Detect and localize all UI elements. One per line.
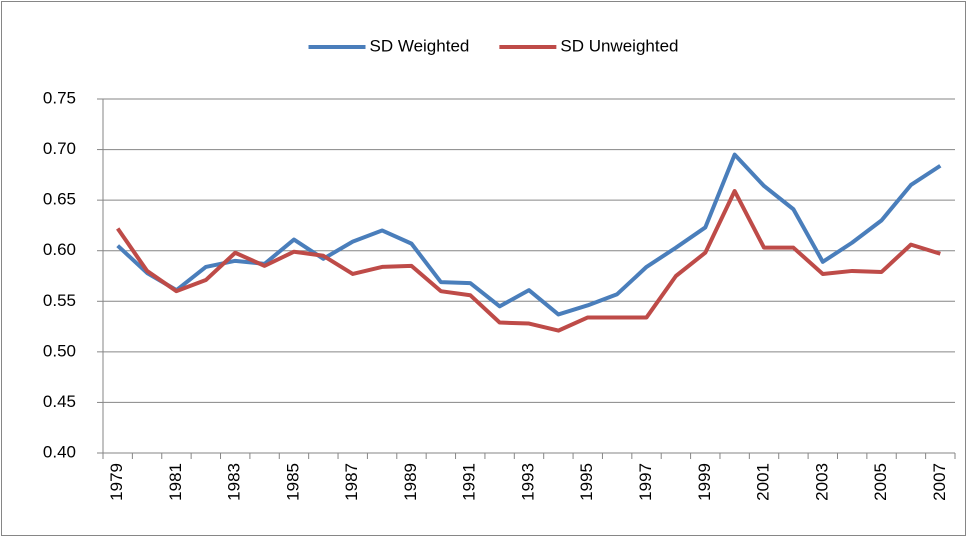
x-tick-label: 1985 [283, 463, 302, 501]
x-tick-label: 1981 [166, 463, 185, 501]
x-tick-label: 1987 [342, 463, 361, 501]
y-tick-label: 0.45 [43, 392, 76, 411]
x-tick-label: 1991 [460, 463, 479, 501]
y-tick-label: 0.65 [43, 190, 76, 209]
x-tick-label: 1995 [577, 463, 596, 501]
x-tick-label: 2003 [812, 463, 831, 501]
x-tick-label: 1983 [225, 463, 244, 501]
x-tick-label: 1997 [636, 463, 655, 501]
x-tick-label: 2001 [754, 463, 773, 501]
x-tick-label: 1999 [695, 463, 714, 501]
series-line [116, 189, 941, 333]
y-tick-label: 0.55 [43, 291, 76, 310]
y-tick-label: 0.40 [43, 442, 76, 461]
legend-label: SD Weighted [370, 36, 470, 55]
x-tick-label: 1979 [107, 463, 126, 501]
y-tick-label: 0.70 [43, 139, 76, 158]
x-tick-label: 2005 [871, 463, 890, 501]
y-tick-label: 0.60 [43, 240, 76, 259]
x-tick-label: 1993 [518, 463, 537, 501]
y-tick-label: 0.75 [43, 88, 76, 107]
y-tick-label: 0.50 [43, 341, 76, 360]
x-tick-label: 1989 [401, 463, 420, 501]
x-tick-label: 2007 [930, 463, 949, 501]
legend-label: SD Unweighted [560, 36, 678, 55]
